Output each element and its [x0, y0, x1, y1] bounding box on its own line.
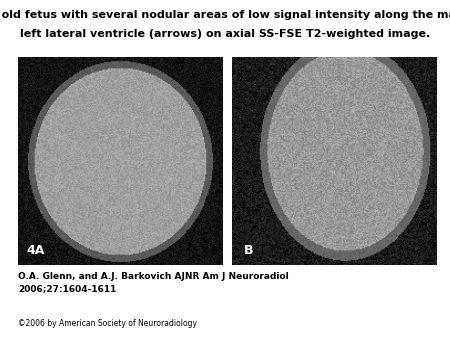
Text: B: B: [244, 244, 253, 257]
Text: O.A. Glenn, and A.J. Barkovich AJNR Am J Neuroradiol: O.A. Glenn, and A.J. Barkovich AJNR Am J…: [18, 272, 289, 281]
Text: 2006;27:1604-1611: 2006;27:1604-1611: [18, 284, 117, 293]
Text: A, 22-week old fetus with several nodular areas of low signal intensity along th: A, 22-week old fetus with several nodula…: [0, 10, 450, 20]
Text: ©2006 by American Society of Neuroradiology: ©2006 by American Society of Neuroradiol…: [18, 319, 197, 328]
Text: AJNR: AJNR: [309, 277, 370, 297]
Text: 4A: 4A: [26, 244, 45, 257]
Text: left lateral ventricle (arrows) on axial SS-FSE T2-weighted image.: left lateral ventricle (arrows) on axial…: [20, 29, 430, 39]
Text: AMERICAN JOURNAL OF NEURORADIOLOGY: AMERICAN JOURNAL OF NEURORADIOLOGY: [276, 308, 403, 313]
